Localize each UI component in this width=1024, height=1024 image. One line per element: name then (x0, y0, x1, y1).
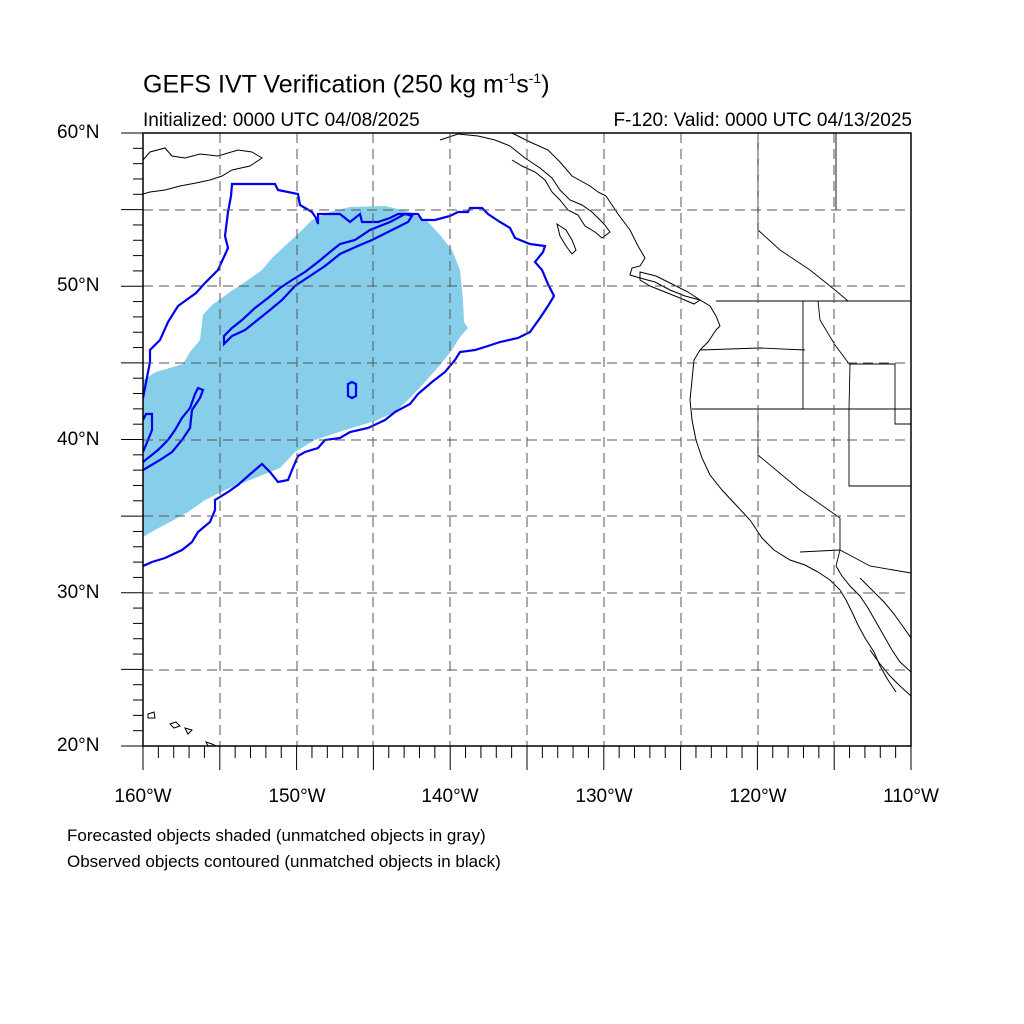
forecast-note: Forecasted objects shaded (unmatched obj… (67, 826, 486, 845)
observed-object-inner-channel (143, 386, 205, 471)
lon-label-140w: 140°W (421, 786, 479, 807)
alaska-coast (143, 147, 263, 195)
alaska-panhandle (439, 133, 611, 239)
arizona-border (835, 518, 841, 567)
washington-oregon-border (699, 347, 806, 351)
hawaii-2 (169, 721, 181, 729)
baja-california (839, 589, 897, 693)
bc-mainland-coast (605, 195, 721, 331)
observed-object-left-edge (143, 412, 154, 453)
lon-label-160w: 160°W (114, 786, 172, 807)
lat-label-40n: 40°N (57, 429, 100, 450)
lon-label-130w: 130°W (575, 786, 633, 807)
hawaii-3 (184, 727, 193, 735)
observed-object-small (346, 380, 358, 400)
vancouver-island (639, 271, 701, 305)
initialized-time: Initialized: 0000 UTC 04/08/2025 (143, 110, 420, 131)
observed-contours (143, 182, 556, 568)
observed-note: Observed objects contoured (unmatched ob… (67, 852, 501, 871)
hawaii-4 (205, 741, 217, 746)
us-mexico-border (799, 549, 911, 574)
observed-object-upper-channel (222, 212, 414, 347)
nevada-border (757, 409, 841, 519)
gridlines (143, 133, 911, 746)
canada-bc-coast (511, 133, 607, 197)
axis-ticks (121, 132, 912, 770)
wyoming-border (849, 363, 911, 425)
baja-east-coast (835, 565, 911, 673)
haida-gwaii (556, 222, 577, 255)
political-borders (692, 133, 911, 574)
lat-label-50n: 50°N (57, 275, 100, 296)
utah-border (848, 409, 911, 487)
mexico-mainland-coast (859, 577, 911, 639)
lat-label-20n: 20°N (57, 735, 100, 756)
map-title: GEFS IVT Verification (250 kg m-1s-1) (143, 70, 550, 99)
mexico-west-coast-south (869, 649, 911, 697)
coastlines (143, 133, 911, 746)
lat-label-30n: 30°N (57, 582, 100, 603)
lon-label-150w: 150°W (268, 786, 326, 807)
forecast-object (143, 206, 468, 537)
hawaii-1 (147, 711, 156, 719)
montana-idaho-border (817, 300, 851, 410)
observed-object-outer (143, 182, 556, 568)
valid-time: F-120: Valid: 0000 UTC 04/13/2025 (613, 110, 912, 131)
lon-label-110w: 110°W (883, 786, 939, 807)
lat-label-60n: 60°N (57, 122, 100, 143)
lon-label-120w: 120°W (729, 786, 787, 807)
